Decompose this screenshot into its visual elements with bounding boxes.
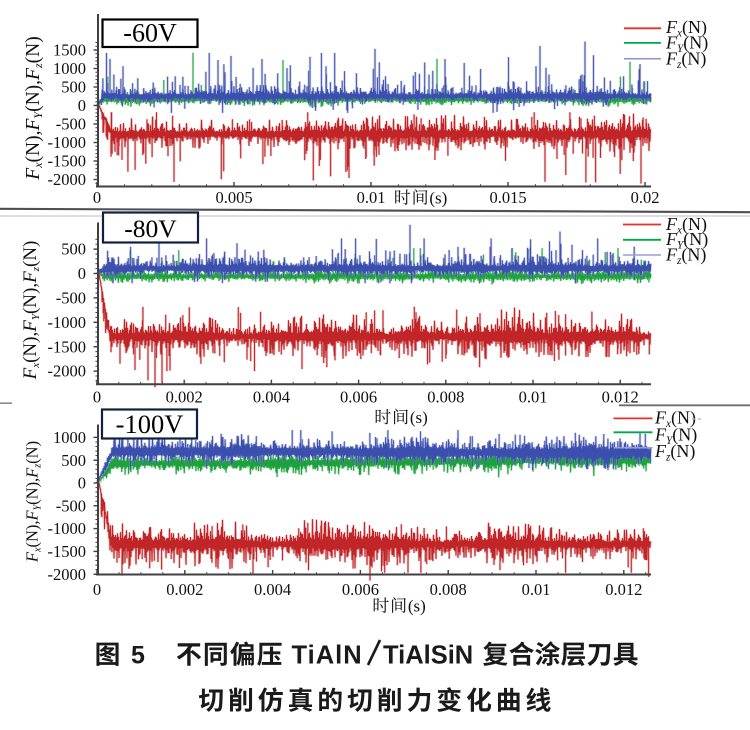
svg-text:0.008: 0.008 bbox=[430, 580, 467, 599]
svg-text:0: 0 bbox=[93, 580, 101, 599]
svg-text:0.006: 0.006 bbox=[342, 580, 379, 599]
svg-text:0: 0 bbox=[78, 96, 86, 115]
svg-text:Fx(N),FY(N),Fz(N): Fx(N),FY(N),Fz(N) bbox=[23, 441, 44, 563]
svg-text:0: 0 bbox=[78, 264, 86, 283]
svg-text:TiAlSiN: TiAlSiN bbox=[383, 642, 473, 670]
svg-text:0.002: 0.002 bbox=[166, 580, 203, 599]
svg-text:5: 5 bbox=[131, 642, 145, 670]
svg-text:0.006: 0.006 bbox=[340, 388, 377, 407]
svg-text:FY(N): FY(N) bbox=[665, 33, 708, 56]
svg-text:-2000: -2000 bbox=[48, 362, 87, 381]
svg-text:TiAlN: TiAlN bbox=[292, 642, 363, 670]
svg-text:500: 500 bbox=[61, 78, 86, 97]
svg-text:(s): (s) bbox=[429, 189, 447, 208]
svg-text:-100V: -100V bbox=[116, 409, 184, 439]
svg-text:-1000: -1000 bbox=[48, 133, 87, 152]
svg-text:500: 500 bbox=[61, 240, 86, 259]
svg-text:FY(N): FY(N) bbox=[654, 424, 697, 447]
svg-text:0: 0 bbox=[93, 388, 101, 407]
svg-text:-1000: -1000 bbox=[48, 313, 87, 332]
svg-text:-500: -500 bbox=[56, 115, 86, 134]
svg-text:-1000: -1000 bbox=[48, 519, 87, 538]
svg-text:-2000: -2000 bbox=[48, 565, 87, 584]
svg-text:0: 0 bbox=[93, 188, 101, 207]
svg-text:(s): (s) bbox=[410, 408, 428, 427]
svg-text:Fx(N),FY(N),Fz(N): Fx(N),FY(N),Fz(N) bbox=[23, 36, 45, 180]
svg-text:0.012: 0.012 bbox=[602, 388, 639, 407]
svg-text:0.012: 0.012 bbox=[605, 580, 642, 599]
svg-text:0.015: 0.015 bbox=[489, 188, 526, 207]
svg-text:-1500: -1500 bbox=[48, 152, 87, 171]
svg-text:-80V: -80V bbox=[124, 214, 177, 243]
svg-text:-60V: -60V bbox=[123, 19, 177, 48]
svg-text:0.008: 0.008 bbox=[427, 388, 464, 407]
svg-text:Fx(N): Fx(N) bbox=[654, 408, 696, 431]
svg-text:-500: -500 bbox=[56, 496, 86, 515]
svg-text:FY(N): FY(N) bbox=[665, 229, 708, 252]
svg-text:1000: 1000 bbox=[53, 428, 86, 447]
svg-text:Fz(N): Fz(N) bbox=[654, 441, 695, 464]
svg-text:500: 500 bbox=[61, 451, 86, 470]
svg-text:Fx(N),FY(N),Fz(N): Fx(N),FY(N),Fz(N) bbox=[20, 241, 42, 381]
svg-text:-2000: -2000 bbox=[48, 170, 87, 189]
svg-text:0.02: 0.02 bbox=[631, 188, 660, 207]
svg-text:Fx(N): Fx(N) bbox=[665, 17, 707, 40]
svg-text:0.01: 0.01 bbox=[519, 388, 548, 407]
svg-text:0.004: 0.004 bbox=[254, 580, 291, 599]
svg-text:0: 0 bbox=[78, 474, 86, 493]
svg-text:-500: -500 bbox=[56, 289, 86, 308]
svg-text:0.002: 0.002 bbox=[166, 388, 203, 407]
svg-text:-1500: -1500 bbox=[48, 337, 87, 356]
svg-text:(s): (s) bbox=[408, 597, 426, 616]
svg-text:0.004: 0.004 bbox=[253, 388, 290, 407]
svg-text:0.01: 0.01 bbox=[357, 188, 386, 207]
svg-text:Fz(N): Fz(N) bbox=[665, 245, 706, 268]
svg-text:0.01: 0.01 bbox=[522, 580, 551, 599]
svg-text:1000: 1000 bbox=[53, 59, 86, 78]
svg-text:-1500: -1500 bbox=[48, 542, 87, 561]
svg-text:0.005: 0.005 bbox=[215, 188, 252, 207]
svg-text:1500: 1500 bbox=[53, 41, 86, 60]
svg-text:Fz(N): Fz(N) bbox=[665, 48, 706, 71]
svg-text:Fx(N): Fx(N) bbox=[665, 214, 707, 237]
